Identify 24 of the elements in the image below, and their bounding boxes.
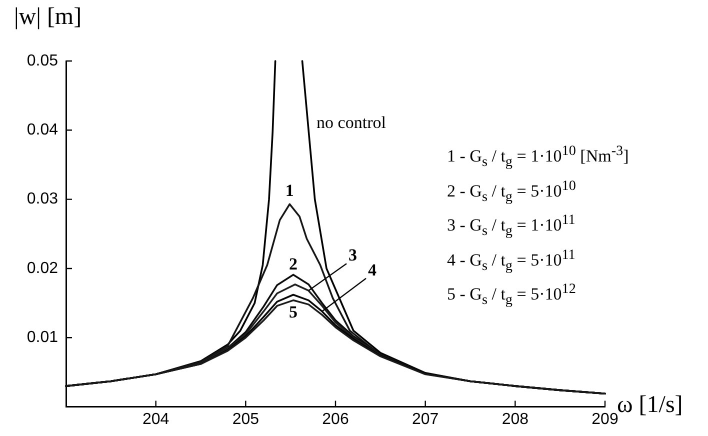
text: 1 - G$_{s}$ / t$_{g}$ = 1·10$^{10}$ [Nm$^{-3}$]	[447, 143, 629, 170]
series-label: 1	[285, 181, 294, 200]
x-tick-label: 209	[592, 410, 618, 428]
y-tick-label: 0.05	[26, 52, 58, 70]
x-tick-label: 206	[322, 410, 349, 428]
y-axis-title: |w| [m]	[14, 4, 82, 31]
text: 3	[348, 246, 358, 265]
annotation: 3 - G$_{s}$ / t$_{g}$ = 1·10$^{11}$	[447, 211, 576, 242]
series-label: no control	[316, 113, 386, 132]
y-tick-label: 0.03	[26, 190, 58, 208]
annotation: 4 - G$_{s}$ / t$_{g}$ = 5·10$^{11}$	[447, 246, 576, 276]
series-label: 2	[289, 254, 298, 274]
y-tick-label: 0.01	[26, 329, 58, 346]
annotation: 2 - G$_{s}$ / t$_{g}$ = 5·10$^{10}$	[447, 176, 577, 207]
x-axis-title: ω [1/s]	[617, 392, 683, 418]
y-tick-label: 0.04	[26, 122, 58, 139]
series-label: 5	[289, 302, 298, 322]
y-tick-label: 0.02	[26, 260, 58, 277]
x-tick-label: 204	[142, 410, 170, 428]
text: 4	[368, 260, 378, 280]
x-tick-label: 207	[412, 410, 439, 428]
x-tick-label: 208	[502, 410, 529, 428]
x-tick-label: 205	[232, 410, 260, 428]
annotation: 5 - G$_{s}$ / t$_{g}$ = 5·10$^{12}$	[447, 280, 577, 310]
